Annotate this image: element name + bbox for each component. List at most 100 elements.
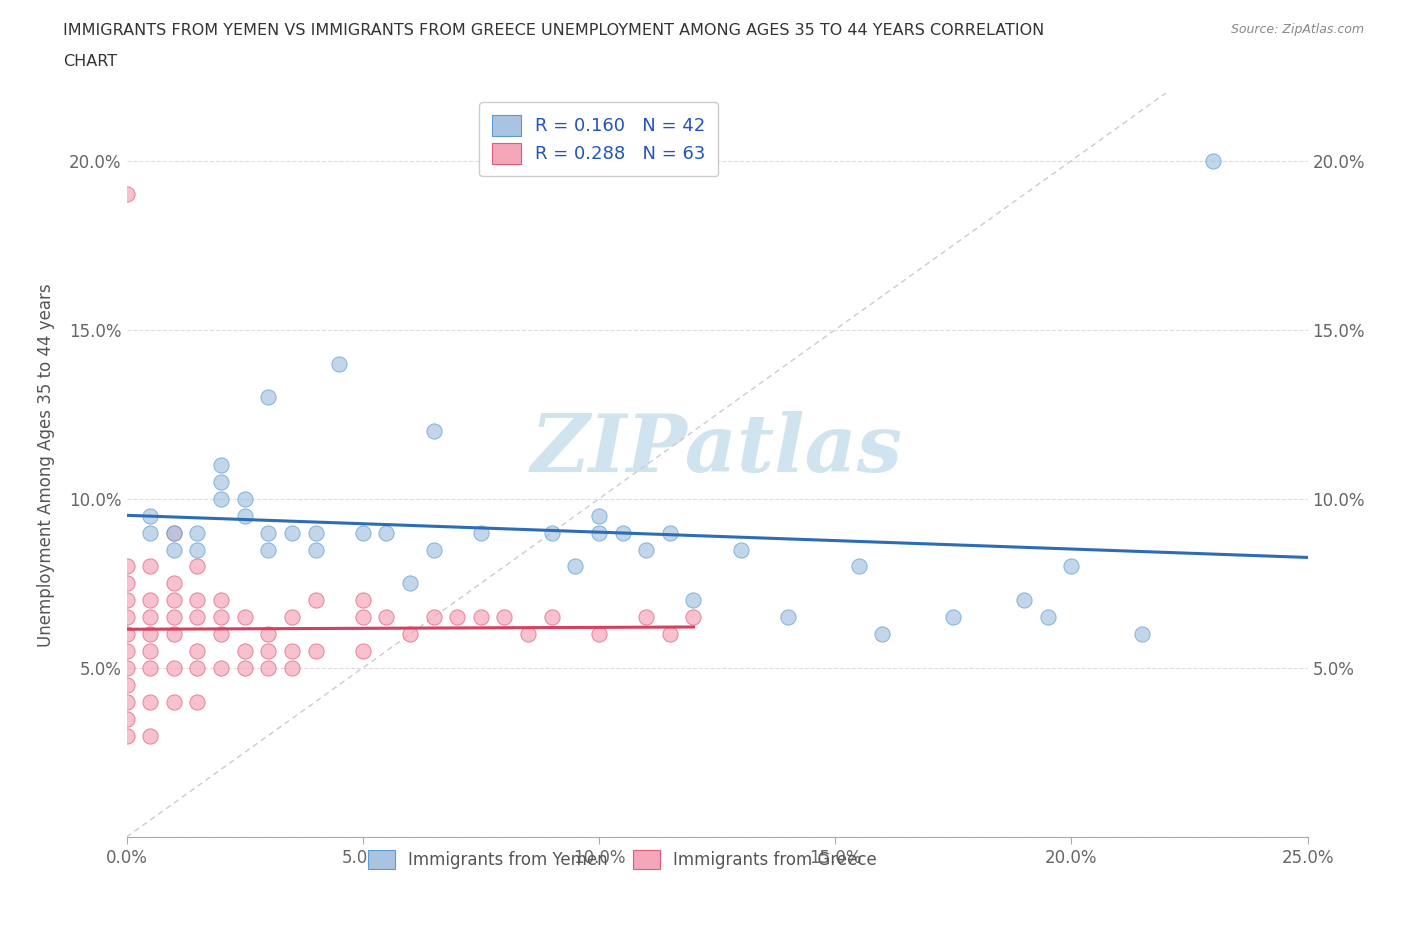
Point xyxy=(139,525,162,540)
Point xyxy=(163,660,186,675)
Point xyxy=(233,610,256,625)
Point xyxy=(186,644,208,658)
Point xyxy=(328,356,350,371)
Point xyxy=(186,525,208,540)
Point xyxy=(139,695,162,710)
Point xyxy=(257,525,280,540)
Point xyxy=(209,458,232,472)
Point xyxy=(304,592,326,607)
Point xyxy=(115,711,138,726)
Point xyxy=(209,610,232,625)
Point xyxy=(399,576,422,591)
Point xyxy=(257,542,280,557)
Point xyxy=(1202,153,1225,168)
Point xyxy=(163,592,186,607)
Point xyxy=(540,610,562,625)
Point xyxy=(352,525,374,540)
Point xyxy=(588,627,610,642)
Point xyxy=(872,627,894,642)
Point xyxy=(163,576,186,591)
Point xyxy=(422,542,444,557)
Point xyxy=(494,610,516,625)
Point xyxy=(115,610,138,625)
Point xyxy=(776,610,799,625)
Point xyxy=(186,559,208,574)
Point xyxy=(588,525,610,540)
Point xyxy=(233,660,256,675)
Point xyxy=(281,660,304,675)
Point xyxy=(588,509,610,524)
Point xyxy=(163,525,186,540)
Point xyxy=(470,525,492,540)
Point xyxy=(352,592,374,607)
Point xyxy=(233,509,256,524)
Point xyxy=(115,695,138,710)
Point xyxy=(375,610,398,625)
Point xyxy=(209,660,232,675)
Legend: Immigrants from Yemen, Immigrants from Greece: Immigrants from Yemen, Immigrants from G… xyxy=(357,838,889,881)
Point xyxy=(163,542,186,557)
Point xyxy=(186,695,208,710)
Point xyxy=(281,644,304,658)
Point xyxy=(564,559,586,574)
Point xyxy=(1060,559,1083,574)
Point xyxy=(517,627,540,642)
Point xyxy=(281,525,304,540)
Point xyxy=(257,644,280,658)
Point xyxy=(139,509,162,524)
Point xyxy=(1036,610,1059,625)
Point xyxy=(658,627,681,642)
Point xyxy=(186,592,208,607)
Text: CHART: CHART xyxy=(63,54,117,69)
Point xyxy=(186,610,208,625)
Point xyxy=(139,660,162,675)
Point xyxy=(186,660,208,675)
Point xyxy=(163,525,186,540)
Point xyxy=(115,627,138,642)
Point xyxy=(352,610,374,625)
Point xyxy=(470,610,492,625)
Point xyxy=(115,644,138,658)
Point xyxy=(304,525,326,540)
Point xyxy=(304,644,326,658)
Point xyxy=(281,610,304,625)
Point xyxy=(730,542,752,557)
Point xyxy=(209,592,232,607)
Point xyxy=(942,610,965,625)
Point xyxy=(115,576,138,591)
Point xyxy=(163,627,186,642)
Point xyxy=(139,644,162,658)
Point xyxy=(115,728,138,743)
Point xyxy=(257,660,280,675)
Point xyxy=(682,592,704,607)
Point xyxy=(540,525,562,540)
Point xyxy=(209,491,232,506)
Point xyxy=(399,627,422,642)
Point xyxy=(422,610,444,625)
Point xyxy=(139,627,162,642)
Point xyxy=(115,677,138,692)
Point xyxy=(304,542,326,557)
Point xyxy=(115,559,138,574)
Point xyxy=(1130,627,1153,642)
Point xyxy=(139,610,162,625)
Point xyxy=(209,627,232,642)
Point xyxy=(233,491,256,506)
Text: ZIPatlas: ZIPatlas xyxy=(531,411,903,489)
Point xyxy=(257,390,280,405)
Point xyxy=(186,542,208,557)
Point xyxy=(233,644,256,658)
Point xyxy=(209,474,232,489)
Point xyxy=(139,728,162,743)
Point xyxy=(115,592,138,607)
Point xyxy=(682,610,704,625)
Text: IMMIGRANTS FROM YEMEN VS IMMIGRANTS FROM GREECE UNEMPLOYMENT AMONG AGES 35 TO 44: IMMIGRANTS FROM YEMEN VS IMMIGRANTS FROM… xyxy=(63,23,1045,38)
Point xyxy=(352,644,374,658)
Point xyxy=(848,559,870,574)
Point xyxy=(115,660,138,675)
Point xyxy=(139,559,162,574)
Point xyxy=(658,525,681,540)
Point xyxy=(257,627,280,642)
Point xyxy=(139,592,162,607)
Point xyxy=(636,542,658,557)
